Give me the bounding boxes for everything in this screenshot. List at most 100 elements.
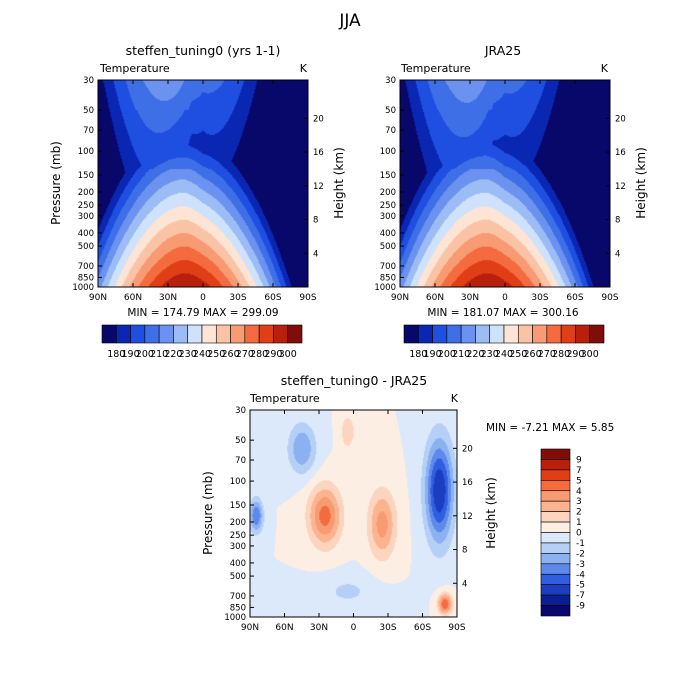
colorbar-label: 270 [538, 349, 556, 360]
colorbar-swatch [540, 490, 571, 502]
colorbar-swatch [540, 500, 571, 512]
y-tick-label: 250 [78, 201, 94, 211]
stats-text: MIN = 174.79 MAX = 299.09 [127, 307, 278, 319]
colorbar-swatch [540, 563, 571, 575]
y-tick-label: 30 [83, 76, 94, 86]
y-tick-label: 250 [230, 531, 246, 541]
colorbar-label: 180 [409, 349, 427, 360]
colorbar-swatch [517, 324, 533, 344]
colorbar-label: -5 [576, 581, 585, 591]
colorbar-label: 7 [576, 466, 582, 476]
y-tick-label: 150 [380, 171, 396, 181]
panel-title: steffen_tuning0 - JRA25 [281, 373, 427, 388]
colorbar-swatch [287, 324, 303, 344]
y-tick-label: 400 [78, 229, 94, 239]
y-right-tick-label: 8 [313, 216, 318, 226]
colorbar-swatch [446, 324, 462, 344]
y-right-tick-label: 4 [313, 249, 318, 259]
colorbar-label: 180 [107, 349, 125, 360]
colorbar-label: -4 [576, 570, 585, 580]
y-tick-label: 500 [380, 242, 396, 252]
colorbar-swatch [540, 511, 571, 523]
colorbar-swatch [158, 324, 174, 344]
colorbar-label: 220 [466, 349, 484, 360]
colorbar-swatch [575, 324, 591, 344]
colorbar-label: 300 [581, 349, 599, 360]
x-tick-label: 30N [159, 293, 177, 303]
contour-field [400, 80, 610, 287]
y-right-tick-label: 8 [615, 216, 620, 226]
y-tick-label: 700 [78, 262, 94, 272]
x-tick-label: 60S [264, 293, 281, 303]
colorbar-label: -1 [576, 539, 585, 549]
colorbar-label: 280 [250, 349, 268, 360]
colorbar-swatch [460, 324, 476, 344]
colorbar-label: -7 [576, 591, 585, 601]
colorbar-swatch [503, 324, 519, 344]
colorbar-label: 5 [576, 476, 582, 486]
x-tick-label: 0 [502, 293, 508, 303]
colorbar-label: 230 [481, 349, 499, 360]
colorbar-swatch [540, 594, 571, 606]
y-right-tick-label: 8 [462, 546, 467, 556]
colorbar-swatch [273, 324, 289, 344]
colorbar-swatch [201, 324, 217, 344]
y-right-tick-label: 20 [462, 444, 473, 454]
colorbar-swatch [546, 324, 562, 344]
y-axis-right-label: Height (km) [634, 147, 648, 218]
x-tick-label: 0 [200, 293, 206, 303]
x-tick-label: 0 [351, 623, 357, 633]
x-tick-label: 30S [379, 623, 396, 633]
panel-left-label: Temperature [249, 392, 320, 405]
colorbar-swatch [101, 324, 117, 344]
colorbar-label: -2 [576, 549, 585, 559]
colorbar-label: 250 [509, 349, 527, 360]
colorbar-label: 260 [524, 349, 542, 360]
colorbar-swatch [589, 324, 605, 344]
y-tick-label: 400 [380, 229, 396, 239]
colorbar-swatch [115, 324, 131, 344]
colorbar-swatch [215, 324, 231, 344]
colorbar-label: 280 [552, 349, 570, 360]
y-axis-label: Pressure (mb) [49, 141, 63, 225]
colorbar-label: 200 [438, 349, 456, 360]
x-tick-label: 30S [229, 293, 246, 303]
y-tick-label: 50 [385, 106, 396, 116]
colorbar-label: 300 [279, 349, 297, 360]
y-tick-label: 500 [78, 242, 94, 252]
y-right-tick-label: 12 [615, 182, 626, 192]
y-right-tick-label: 12 [313, 182, 324, 192]
colorbar-swatch [540, 448, 571, 460]
x-tick-label: 90N [391, 293, 409, 303]
colorbar-swatch [540, 584, 571, 596]
y-tick-label: 200 [230, 518, 246, 528]
y-tick-label: 70 [385, 126, 396, 136]
colorbar-swatch [244, 324, 260, 344]
colorbar-label: 210 [452, 349, 470, 360]
colorbar-label: 190 [424, 349, 442, 360]
y-right-tick-label: 16 [462, 478, 473, 488]
y-tick-label: 250 [380, 201, 396, 211]
x-tick-label: 90N [241, 623, 259, 633]
contour-field [250, 410, 457, 617]
y-right-tick-label: 20 [313, 114, 324, 124]
colorbar-label: 290 [566, 349, 584, 360]
y-right-tick-label: 16 [313, 148, 324, 158]
colorbar-swatch [258, 324, 274, 344]
colorbar-swatch [560, 324, 576, 344]
y-tick-label: 700 [380, 262, 396, 272]
x-tick-label: 90S [448, 623, 465, 633]
colorbar-swatch [540, 521, 571, 533]
x-tick-label: 60N [426, 293, 444, 303]
y-axis-right-label: Height (km) [332, 147, 346, 218]
colorbar-swatch [540, 459, 571, 471]
y-tick-label: 100 [78, 147, 94, 157]
y-tick-label: 500 [230, 572, 246, 582]
colorbar-swatch [475, 324, 491, 344]
colorbar-label: 9 [576, 455, 582, 465]
y-tick-label: 1000 [374, 283, 396, 293]
contour-field [98, 80, 308, 287]
